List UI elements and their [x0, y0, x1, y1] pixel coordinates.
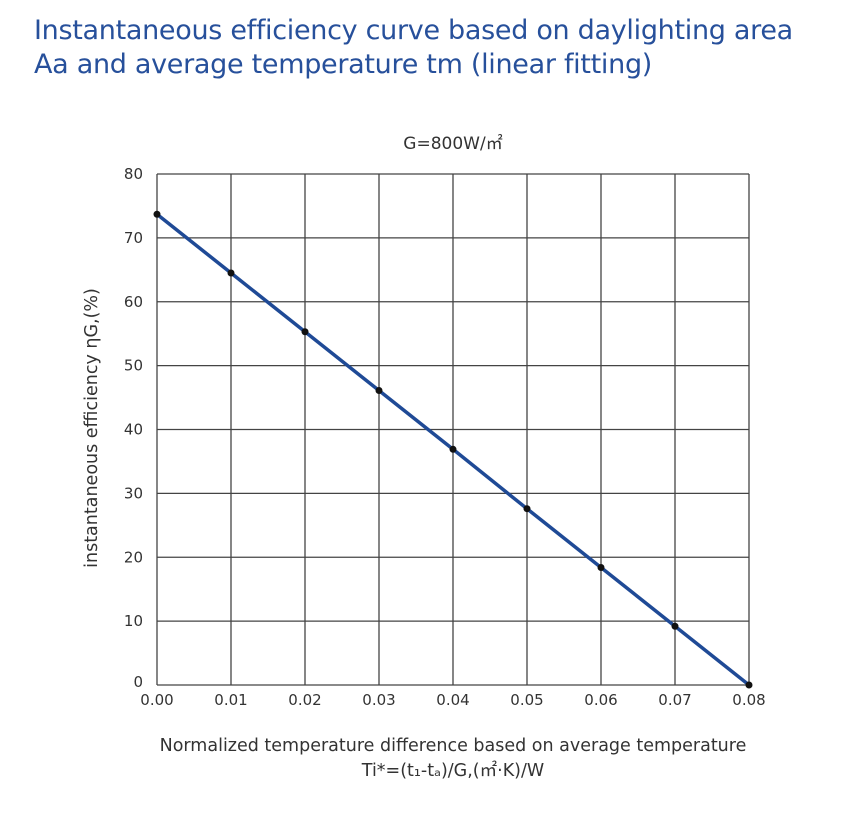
x-tick-label: 0.04 — [436, 691, 469, 709]
y-tick-label: 80 — [124, 165, 143, 183]
title-line-1: Instantaneous efficiency curve based on … — [34, 15, 793, 46]
y-axis-label: instantaneous efficiency ηG,(%) — [82, 288, 102, 568]
data-point — [227, 269, 235, 277]
x-axis-label: Normalized temperature difference based … — [160, 736, 747, 756]
y-tick-label: 20 — [124, 548, 143, 566]
grid — [156, 173, 750, 686]
title-line-2: Aa and average temperature tm (linear fi… — [34, 49, 653, 80]
x-tick-label: 0.01 — [214, 691, 247, 709]
x-axis-label-formula: Ti*=(t₁-tₐ)/G,(㎡·K)/W — [361, 761, 544, 781]
chart-title: G=800W/㎡ — [403, 134, 502, 154]
data-point — [597, 563, 605, 571]
data-point — [523, 505, 531, 513]
y-ticks: 0 10 20 30 40 50 60 70 80 — [124, 165, 143, 691]
y-tick-label: 30 — [124, 484, 143, 502]
y-tick-label: 40 — [124, 421, 143, 439]
x-tick-label: 0.05 — [510, 691, 543, 709]
data-point — [671, 622, 679, 630]
x-tick-label: 0.00 — [140, 691, 173, 709]
data-point — [301, 328, 309, 336]
y-tick-label: 50 — [124, 357, 143, 375]
y-tick-label: 70 — [124, 229, 143, 247]
y-tick-label: 60 — [124, 293, 143, 311]
data-point — [153, 210, 161, 218]
x-tick-label: 0.03 — [362, 691, 395, 709]
y-tick-label: 10 — [124, 612, 143, 630]
x-tick-label: 0.07 — [658, 691, 691, 709]
x-ticks: 0.00 0.01 0.02 0.03 0.04 0.05 0.06 0.07 0.08 — [140, 691, 765, 709]
x-tick-label: 0.06 — [584, 691, 617, 709]
y-tick-label: 0 — [133, 673, 143, 691]
data-point — [745, 681, 753, 689]
page-title: Instantaneous efficiency curve based on … — [34, 14, 793, 82]
x-tick-label: 0.02 — [288, 691, 321, 709]
x-tick-label: 0.08 — [732, 691, 765, 709]
data-point — [449, 445, 457, 453]
series — [153, 210, 753, 689]
data-point — [375, 387, 383, 395]
